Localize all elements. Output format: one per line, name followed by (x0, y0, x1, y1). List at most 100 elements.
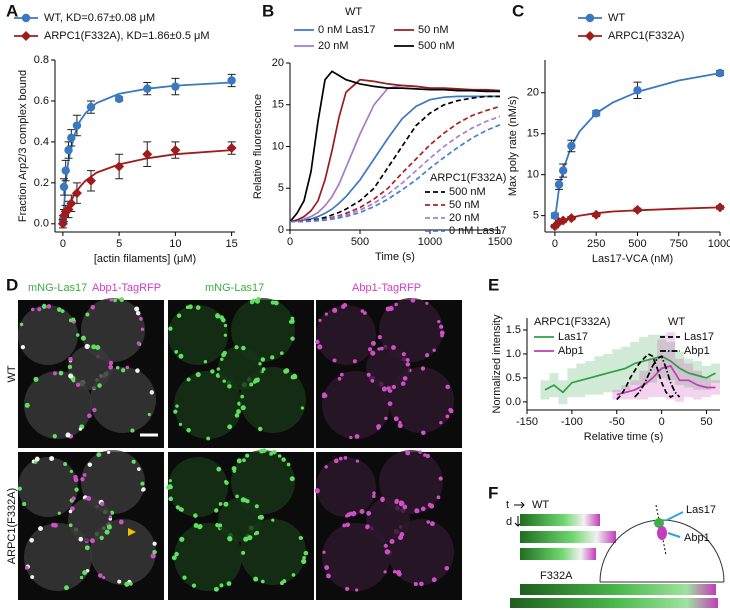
patch (355, 588, 359, 592)
legend-title: WT (668, 316, 685, 328)
patch (227, 384, 232, 389)
patch (168, 485, 173, 490)
patch (91, 344, 97, 350)
patch (60, 309, 65, 313)
patch (367, 347, 373, 352)
patch (214, 508, 219, 513)
patch (303, 550, 309, 556)
y-tick-label: 1.5 (506, 324, 521, 336)
patch (22, 501, 27, 507)
legend-label: Abp1 (558, 345, 584, 357)
patch (377, 347, 381, 351)
error-band (540, 380, 550, 400)
patch (174, 350, 179, 354)
patch (402, 376, 408, 381)
patch (345, 514, 349, 518)
patch (391, 384, 397, 390)
x-tick-label: 0 (659, 416, 665, 428)
y-axis-label: Max poly rate (nM/s) (507, 96, 519, 196)
patch (216, 367, 221, 371)
patch (415, 508, 420, 514)
patch (302, 555, 306, 560)
patch (234, 413, 240, 418)
patch (272, 449, 277, 455)
patch (218, 502, 223, 506)
patch (379, 346, 384, 351)
patch (299, 536, 304, 540)
y-tick-label: 1.0 (506, 348, 521, 360)
patch (203, 360, 208, 364)
error-band (711, 380, 720, 395)
patch (178, 507, 183, 512)
patch (322, 392, 327, 397)
patch (288, 320, 293, 324)
patch (195, 372, 201, 378)
patch (75, 333, 80, 337)
patch (206, 436, 211, 441)
patch (261, 367, 266, 371)
patch (292, 373, 297, 378)
patch (87, 462, 93, 467)
patch (219, 315, 224, 320)
patch (232, 469, 237, 473)
patch (345, 522, 351, 528)
patch (92, 407, 97, 413)
patch (413, 582, 418, 587)
point (567, 141, 576, 151)
patch (249, 382, 254, 387)
patch (108, 360, 114, 366)
y-tick-label: 15 (527, 128, 539, 140)
patch (97, 383, 102, 388)
row-label: WT (6, 365, 18, 382)
patch (140, 327, 145, 332)
patch (258, 514, 265, 520)
patch (168, 496, 174, 502)
point (591, 209, 602, 220)
patch (34, 456, 40, 462)
patch (253, 576, 259, 582)
patch (315, 339, 320, 345)
legend-title: WT (345, 6, 362, 18)
point (554, 180, 564, 189)
x-tick-label: 5 (116, 238, 122, 250)
patch (86, 495, 92, 501)
patch (387, 401, 393, 407)
patch (121, 368, 126, 373)
panel-label: F (488, 483, 498, 502)
patch (226, 581, 232, 587)
legend-title: ARPC1(F332A) (534, 316, 610, 328)
legend-label: 0 nM Las17 (449, 225, 506, 237)
cell (316, 457, 376, 517)
x-axis-label: Time (s) (375, 251, 415, 263)
patch (150, 553, 156, 559)
patch (261, 448, 267, 453)
point (86, 175, 96, 186)
patch (402, 504, 408, 510)
patch (56, 307, 62, 312)
patch (366, 510, 372, 516)
x-axis-label: Relative time (s) (584, 431, 663, 443)
patch (376, 424, 382, 429)
patch (333, 458, 339, 464)
patch (430, 521, 435, 527)
patch (401, 352, 406, 357)
y-axis-label: Relative fluorescence (252, 94, 264, 199)
patch (383, 543, 388, 548)
patch (78, 536, 84, 542)
patch (176, 313, 182, 318)
patch (318, 318, 322, 322)
patch (410, 297, 416, 303)
patch (193, 513, 198, 518)
patch (445, 414, 450, 419)
patch (85, 312, 90, 317)
patch (236, 409, 241, 414)
patch (324, 312, 328, 316)
patch (439, 324, 444, 329)
patch (222, 350, 227, 356)
patch (80, 477, 85, 482)
patch (30, 307, 35, 312)
point (114, 94, 124, 104)
channel-label: mNG-Las17 (205, 282, 264, 294)
y-tick-label: 20 (527, 87, 539, 99)
x-axis-label: [actin filaments] (μM) (94, 253, 196, 265)
